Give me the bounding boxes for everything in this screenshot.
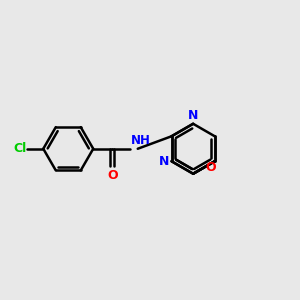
Text: N: N — [188, 109, 198, 122]
Text: NH: NH — [131, 134, 151, 147]
Text: O: O — [205, 161, 216, 174]
Text: N: N — [159, 155, 169, 168]
Text: Cl: Cl — [13, 142, 27, 155]
Text: O: O — [107, 169, 118, 182]
